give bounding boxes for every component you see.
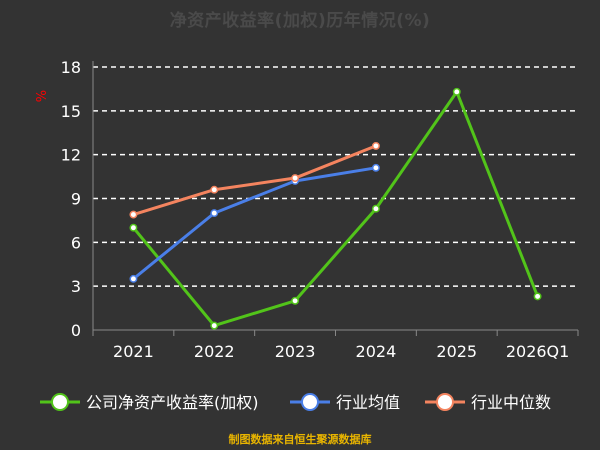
legend-marker: [301, 393, 319, 411]
data-point: [129, 274, 138, 283]
series-line-1: [132, 166, 377, 281]
y-tick-label: 0: [71, 321, 81, 340]
x-tick-label: 2023: [275, 342, 316, 361]
data-point: [210, 209, 219, 218]
data-point: [210, 185, 219, 194]
y-tick-label: 18: [61, 58, 81, 77]
legend-label: 公司净资产收益率(加权): [86, 393, 259, 412]
series-line-2: [132, 144, 377, 217]
data-point: [129, 210, 138, 219]
legend-label: 行业均值: [336, 393, 400, 412]
x-tick-label: 2024: [356, 342, 397, 361]
legend-label: 行业中位数: [471, 393, 551, 412]
data-point: [371, 163, 380, 172]
x-tick-label: 2021: [113, 342, 154, 361]
data-point: [210, 321, 219, 330]
legend-marker: [436, 393, 454, 411]
data-source-note: 制图数据来自恒生聚源数据库: [228, 433, 372, 446]
data-point: [533, 292, 542, 301]
x-tick-label: 2025: [436, 342, 477, 361]
y-axis-label: %: [35, 90, 50, 102]
legend-marker: [51, 393, 69, 411]
x-tick-label: 2022: [194, 342, 235, 361]
data-point: [291, 296, 300, 305]
x-tick-label: 2026Q1: [506, 342, 570, 361]
data-point: [129, 223, 138, 232]
data-point: [452, 87, 461, 96]
y-tick-label: 12: [61, 146, 81, 165]
series-line-0: [132, 90, 539, 328]
data-point: [371, 204, 380, 213]
data-point: [371, 141, 380, 150]
data-point: [291, 174, 300, 182]
chart-title: 净资产收益率(加权)历年情况(%): [169, 11, 431, 31]
y-tick-label: 9: [71, 190, 81, 209]
y-tick-label: 6: [71, 233, 81, 252]
y-tick-label: 15: [61, 102, 81, 121]
y-tick-label: 3: [71, 277, 81, 296]
